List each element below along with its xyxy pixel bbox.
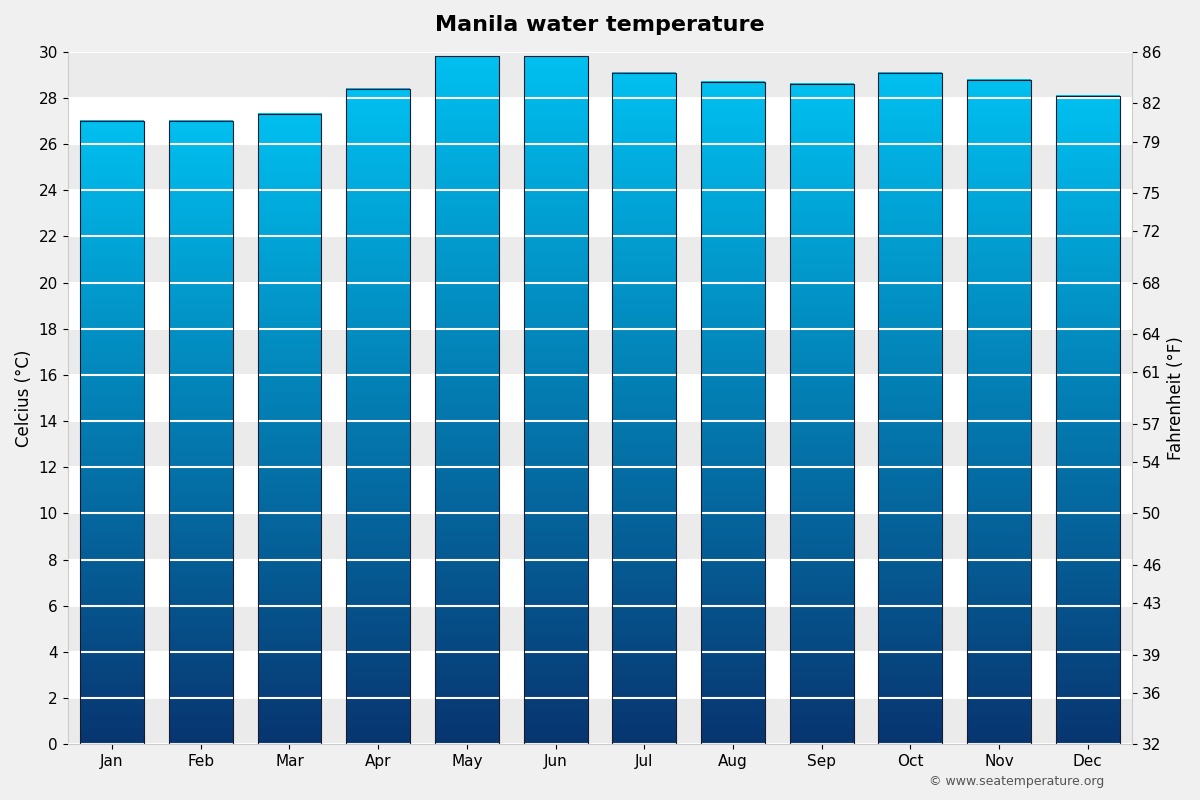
Bar xyxy=(434,57,499,744)
Bar xyxy=(80,121,144,744)
Bar xyxy=(347,89,410,744)
Bar xyxy=(790,84,853,744)
Bar xyxy=(878,73,942,744)
Bar xyxy=(967,79,1031,744)
Bar xyxy=(67,606,1133,652)
Text: © www.seatemperature.org: © www.seatemperature.org xyxy=(929,775,1104,788)
Bar xyxy=(67,421,1133,467)
Bar xyxy=(67,329,1133,375)
Bar xyxy=(701,82,764,744)
Y-axis label: Celcius (°C): Celcius (°C) xyxy=(16,350,34,446)
Bar xyxy=(67,698,1133,744)
Bar xyxy=(67,237,1133,282)
Title: Manila water temperature: Manila water temperature xyxy=(436,15,764,35)
Bar xyxy=(523,57,588,744)
Bar xyxy=(67,144,1133,190)
Bar xyxy=(1056,96,1120,744)
Bar xyxy=(67,514,1133,560)
Bar xyxy=(258,114,322,744)
Y-axis label: Fahrenheit (°F): Fahrenheit (°F) xyxy=(1166,336,1186,460)
Bar xyxy=(67,52,1133,98)
Bar xyxy=(612,73,677,744)
Bar xyxy=(169,121,233,744)
